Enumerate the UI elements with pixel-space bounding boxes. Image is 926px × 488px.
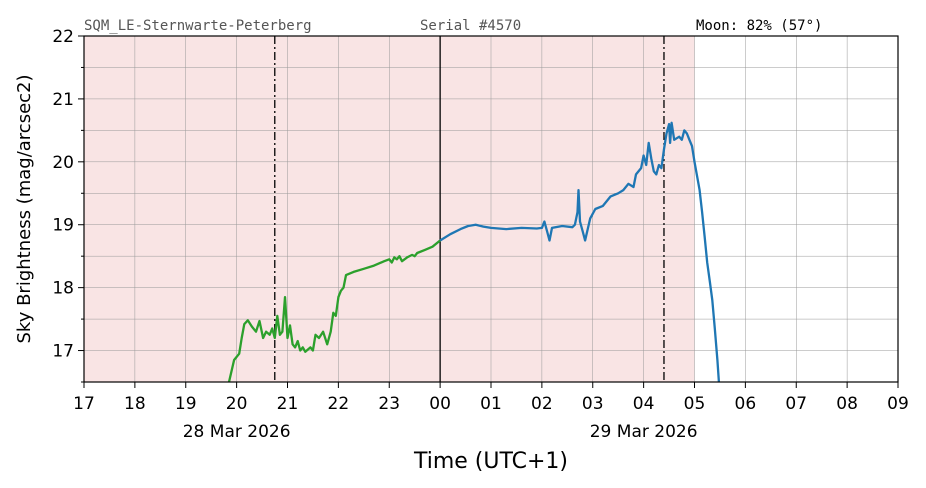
x-tick-label: 01 (480, 394, 502, 414)
x-tick-label: 22 (328, 394, 350, 414)
y-tick-label: 21 (52, 90, 74, 110)
x-tick-label: 05 (684, 394, 706, 414)
axis-ticks: 17 18 19 20 21 22 23 00 01 02 03 04 05 06 07 08 09 17 18 19… (52, 27, 908, 442)
y-tick-label: 20 (52, 153, 74, 173)
y-tick-label: 22 (52, 27, 74, 47)
x-tick-label: 08 (836, 394, 858, 414)
reference-lines (274, 36, 665, 382)
x-tick-label: 19 (175, 394, 197, 414)
y-tick-label: 19 (52, 216, 74, 236)
x-tick-label: 23 (378, 394, 400, 414)
series-line (227, 239, 441, 382)
x-tick-label: 09 (887, 394, 909, 414)
x-tick-label: 17 (73, 394, 95, 414)
date-label: 29 Mar 2026 (590, 422, 698, 442)
series-group (227, 121, 721, 382)
series-line (439, 121, 721, 382)
y-axis-label: Sky Brightness (mag/arcsec2) (14, 74, 35, 343)
x-tick-label: 02 (531, 394, 553, 414)
date-label: 28 Mar 2026 (183, 422, 291, 442)
y-tick-label: 18 (52, 279, 74, 299)
x-tick-label: 03 (582, 394, 604, 414)
x-tick-label: 00 (429, 394, 451, 414)
moon-info: Moon: 82% (57°) (696, 18, 822, 34)
x-tick-label: 04 (633, 394, 655, 414)
y-tick-label: 17 (52, 342, 74, 362)
x-axis-label: Time (UTC+1) (413, 449, 568, 474)
station-name: SQM_LE-Sternwarte-Peterberg (84, 18, 312, 34)
serial-number: Serial #4570 (420, 18, 521, 34)
x-tick-label: 06 (735, 394, 757, 414)
x-tick-label: 07 (785, 394, 807, 414)
x-tick-label: 20 (226, 394, 248, 414)
x-tick-label: 21 (277, 394, 299, 414)
x-tick-label: 18 (124, 394, 146, 414)
